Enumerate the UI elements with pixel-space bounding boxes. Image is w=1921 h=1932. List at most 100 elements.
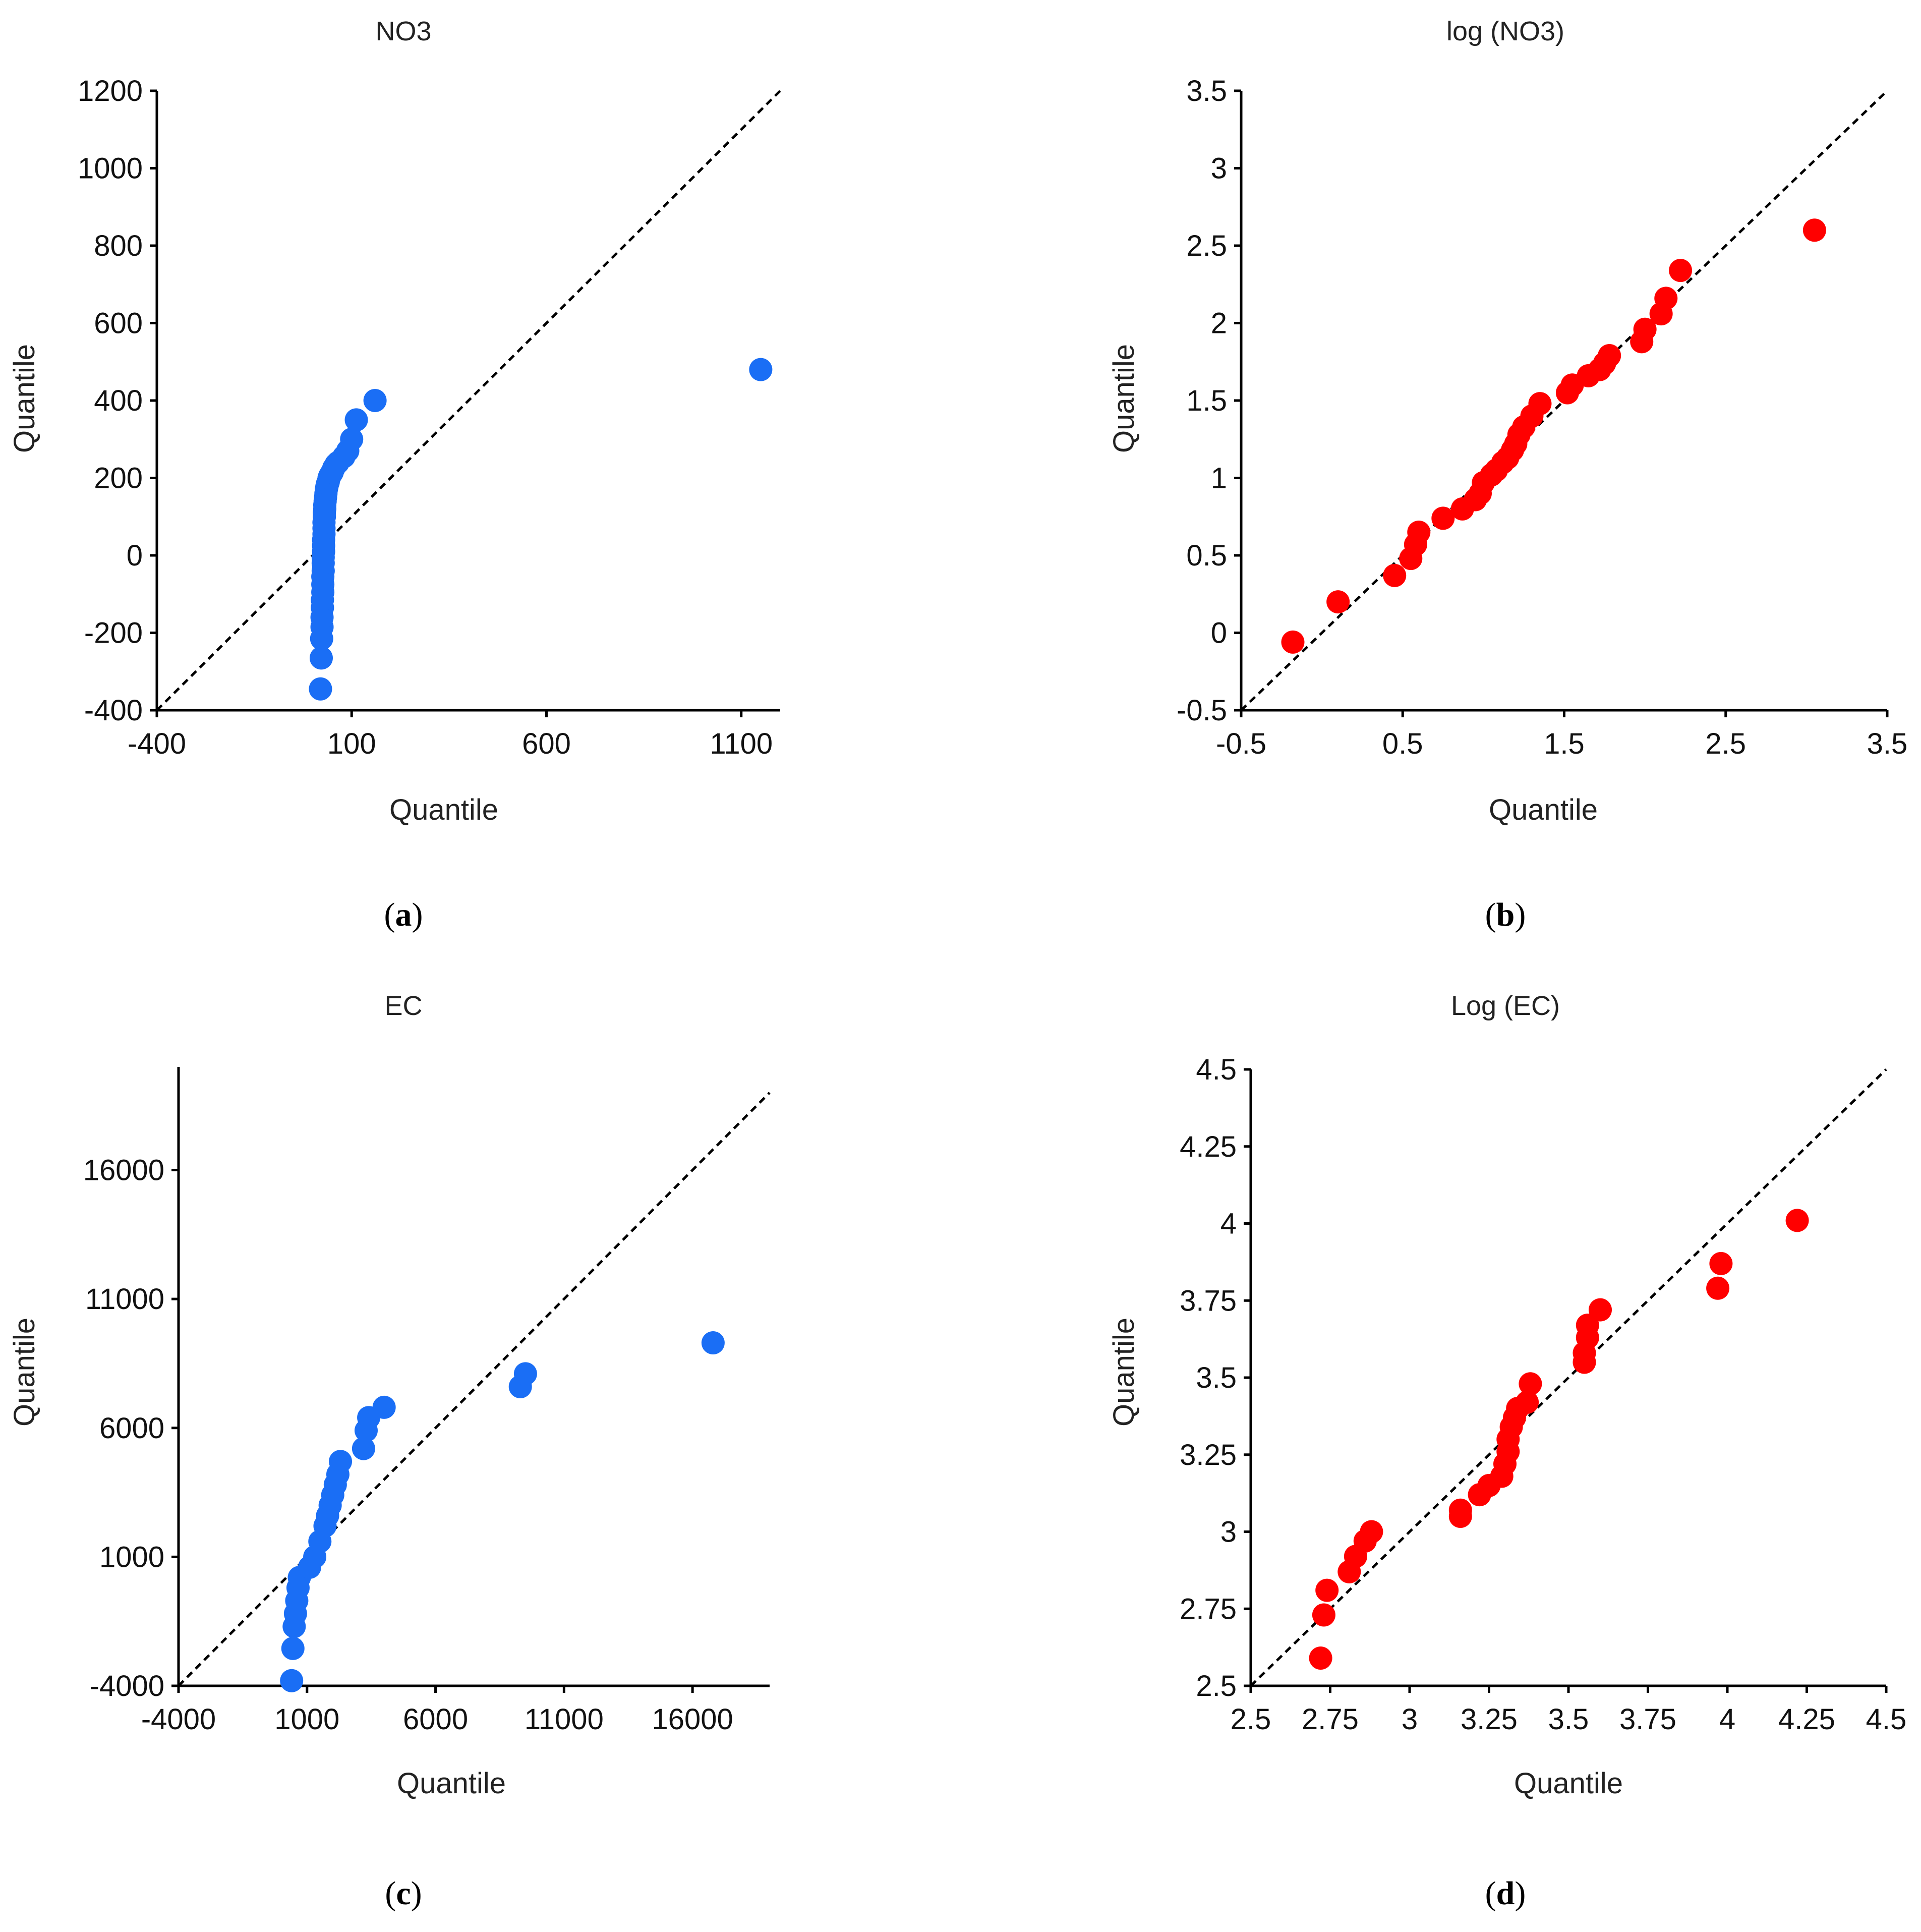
data-points-group bbox=[280, 1331, 725, 1692]
reference-line-group bbox=[178, 1092, 771, 1687]
data-point bbox=[1598, 344, 1621, 367]
chart-title: Log (EC) bbox=[1451, 991, 1560, 1021]
x-tick-label: 600 bbox=[522, 727, 571, 760]
y-tick-label: 2.75 bbox=[1180, 1593, 1237, 1625]
y-tick-label: 2.5 bbox=[1196, 1670, 1237, 1702]
panel-caption-letter: a bbox=[395, 896, 412, 933]
panel-caption-letter: d bbox=[1496, 1875, 1515, 1912]
data-point bbox=[701, 1331, 725, 1355]
y-tick-label: -200 bbox=[84, 617, 143, 650]
chart-title: EC bbox=[384, 991, 422, 1021]
reference-line-group bbox=[1240, 90, 1888, 711]
panel-caption-close: ) bbox=[412, 896, 423, 933]
data-point bbox=[1360, 1520, 1383, 1544]
y-tick-label: 1000 bbox=[99, 1541, 164, 1573]
data-point bbox=[1654, 287, 1678, 310]
y-tick-label: 4.25 bbox=[1180, 1130, 1237, 1163]
data-point bbox=[1785, 1209, 1809, 1232]
data-point bbox=[1383, 563, 1407, 587]
x-axis-title: Quantile bbox=[1489, 793, 1598, 826]
x-tick-label: 1000 bbox=[274, 1703, 339, 1736]
x-ticks-group: -400 100 600 1100 bbox=[128, 710, 773, 760]
x-tick-label: 3.5 bbox=[1867, 727, 1908, 760]
data-point bbox=[749, 358, 773, 381]
y-axis-title: Quantile bbox=[1108, 344, 1140, 453]
data-point bbox=[329, 1450, 353, 1473]
y-tick-label: 2.5 bbox=[1186, 230, 1227, 262]
data-point bbox=[309, 677, 332, 701]
reference-line bbox=[1250, 1068, 1887, 1687]
panel-caption: (c) bbox=[385, 1875, 422, 1912]
data-point bbox=[1448, 1498, 1472, 1522]
panel-caption-close: ) bbox=[411, 1875, 422, 1912]
x-tick-label: 4.25 bbox=[1778, 1703, 1835, 1736]
x-tick-label: 16000 bbox=[652, 1703, 733, 1736]
data-point bbox=[309, 646, 333, 670]
y-tick-label: 16000 bbox=[83, 1154, 164, 1187]
data-point bbox=[1589, 1298, 1612, 1322]
data-point bbox=[1706, 1276, 1730, 1300]
x-tick-label: 3.75 bbox=[1619, 1703, 1676, 1736]
reference-line-group bbox=[1250, 1068, 1887, 1687]
x-axis-title: Quantile bbox=[389, 793, 498, 826]
reference-line bbox=[156, 90, 781, 711]
y-axis-title: Quantile bbox=[1108, 1318, 1140, 1427]
data-point bbox=[1315, 1578, 1339, 1602]
y-tick-label: 3.5 bbox=[1186, 75, 1227, 107]
data-point bbox=[372, 1395, 396, 1419]
x-axis-title: Quantile bbox=[1514, 1767, 1623, 1800]
data-point bbox=[1528, 392, 1552, 416]
reference-line-group bbox=[156, 90, 781, 711]
chart-panel-a: NO3 -400 -200 0 200 400 600 800 1000 1200 -400 10… bbox=[8, 16, 781, 933]
x-tick-label: 4.5 bbox=[1866, 1703, 1907, 1736]
data-point bbox=[1633, 317, 1657, 341]
panel-caption-open: ( bbox=[1485, 896, 1496, 933]
x-tick-label: -0.5 bbox=[1216, 727, 1266, 760]
x-tick-label: 3.5 bbox=[1548, 1703, 1589, 1736]
data-points-group bbox=[1281, 218, 1826, 654]
panel-caption-close: ) bbox=[1515, 1875, 1526, 1912]
y-tick-label: -4000 bbox=[90, 1670, 164, 1702]
data-point bbox=[513, 1362, 537, 1386]
y-tick-label: -0.5 bbox=[1177, 694, 1227, 727]
x-tick-label: 0.5 bbox=[1382, 727, 1423, 760]
x-tick-label: 2.5 bbox=[1705, 727, 1746, 760]
y-tick-label: -400 bbox=[84, 694, 143, 727]
x-tick-label: 6000 bbox=[403, 1703, 468, 1736]
x-axis-title: Quantile bbox=[397, 1767, 506, 1800]
y-axis-title: Quantile bbox=[8, 1318, 41, 1427]
x-tick-label: -4000 bbox=[141, 1703, 216, 1736]
data-point bbox=[280, 1669, 304, 1692]
y-tick-label: 3 bbox=[1220, 1516, 1237, 1549]
y-ticks-group: 2.5 2.75 3 3.25 3.5 3.75 4 4.25 4.5 bbox=[1180, 1053, 1251, 1702]
data-point bbox=[1407, 520, 1431, 544]
x-tick-label: 1.5 bbox=[1544, 727, 1585, 760]
panel-caption-letter: c bbox=[396, 1875, 411, 1912]
y-tick-label: 2 bbox=[1211, 307, 1227, 340]
x-tick-label: 100 bbox=[327, 727, 376, 760]
y-tick-label: 4.5 bbox=[1196, 1053, 1237, 1086]
chart-title: NO3 bbox=[375, 16, 431, 46]
chart-title: log (NO3) bbox=[1446, 16, 1564, 46]
y-tick-label: 400 bbox=[94, 384, 143, 417]
data-point bbox=[1309, 1646, 1332, 1670]
chart-panel-d: Log (EC) 2.5 2.75 3 3.25 3.5 3.75 4 4.25 4.5 2.5… bbox=[1108, 991, 1906, 1912]
x-tick-label: 2.5 bbox=[1231, 1703, 1271, 1736]
y-tick-label: 3.5 bbox=[1196, 1361, 1237, 1394]
y-tick-label: 6000 bbox=[99, 1412, 164, 1445]
reference-line bbox=[178, 1092, 771, 1687]
y-tick-label: 600 bbox=[94, 307, 143, 340]
x-ticks-group: -0.5 0.5 1.5 2.5 3.5 bbox=[1216, 710, 1907, 760]
panel-caption-open: ( bbox=[384, 896, 395, 933]
data-point bbox=[352, 1437, 375, 1460]
y-tick-label: 4 bbox=[1220, 1208, 1237, 1240]
panel-caption: (a) bbox=[384, 896, 423, 933]
y-tick-label: 1000 bbox=[78, 152, 143, 185]
x-tick-label: 2.75 bbox=[1302, 1703, 1359, 1736]
y-ticks-group: -400 -200 0 200 400 600 800 1000 1200 bbox=[78, 75, 157, 727]
axes-group bbox=[177, 1067, 770, 1687]
y-tick-label: 1.5 bbox=[1186, 384, 1227, 417]
panel-caption: (b) bbox=[1485, 896, 1526, 933]
panel-caption: (d) bbox=[1485, 1875, 1526, 1912]
